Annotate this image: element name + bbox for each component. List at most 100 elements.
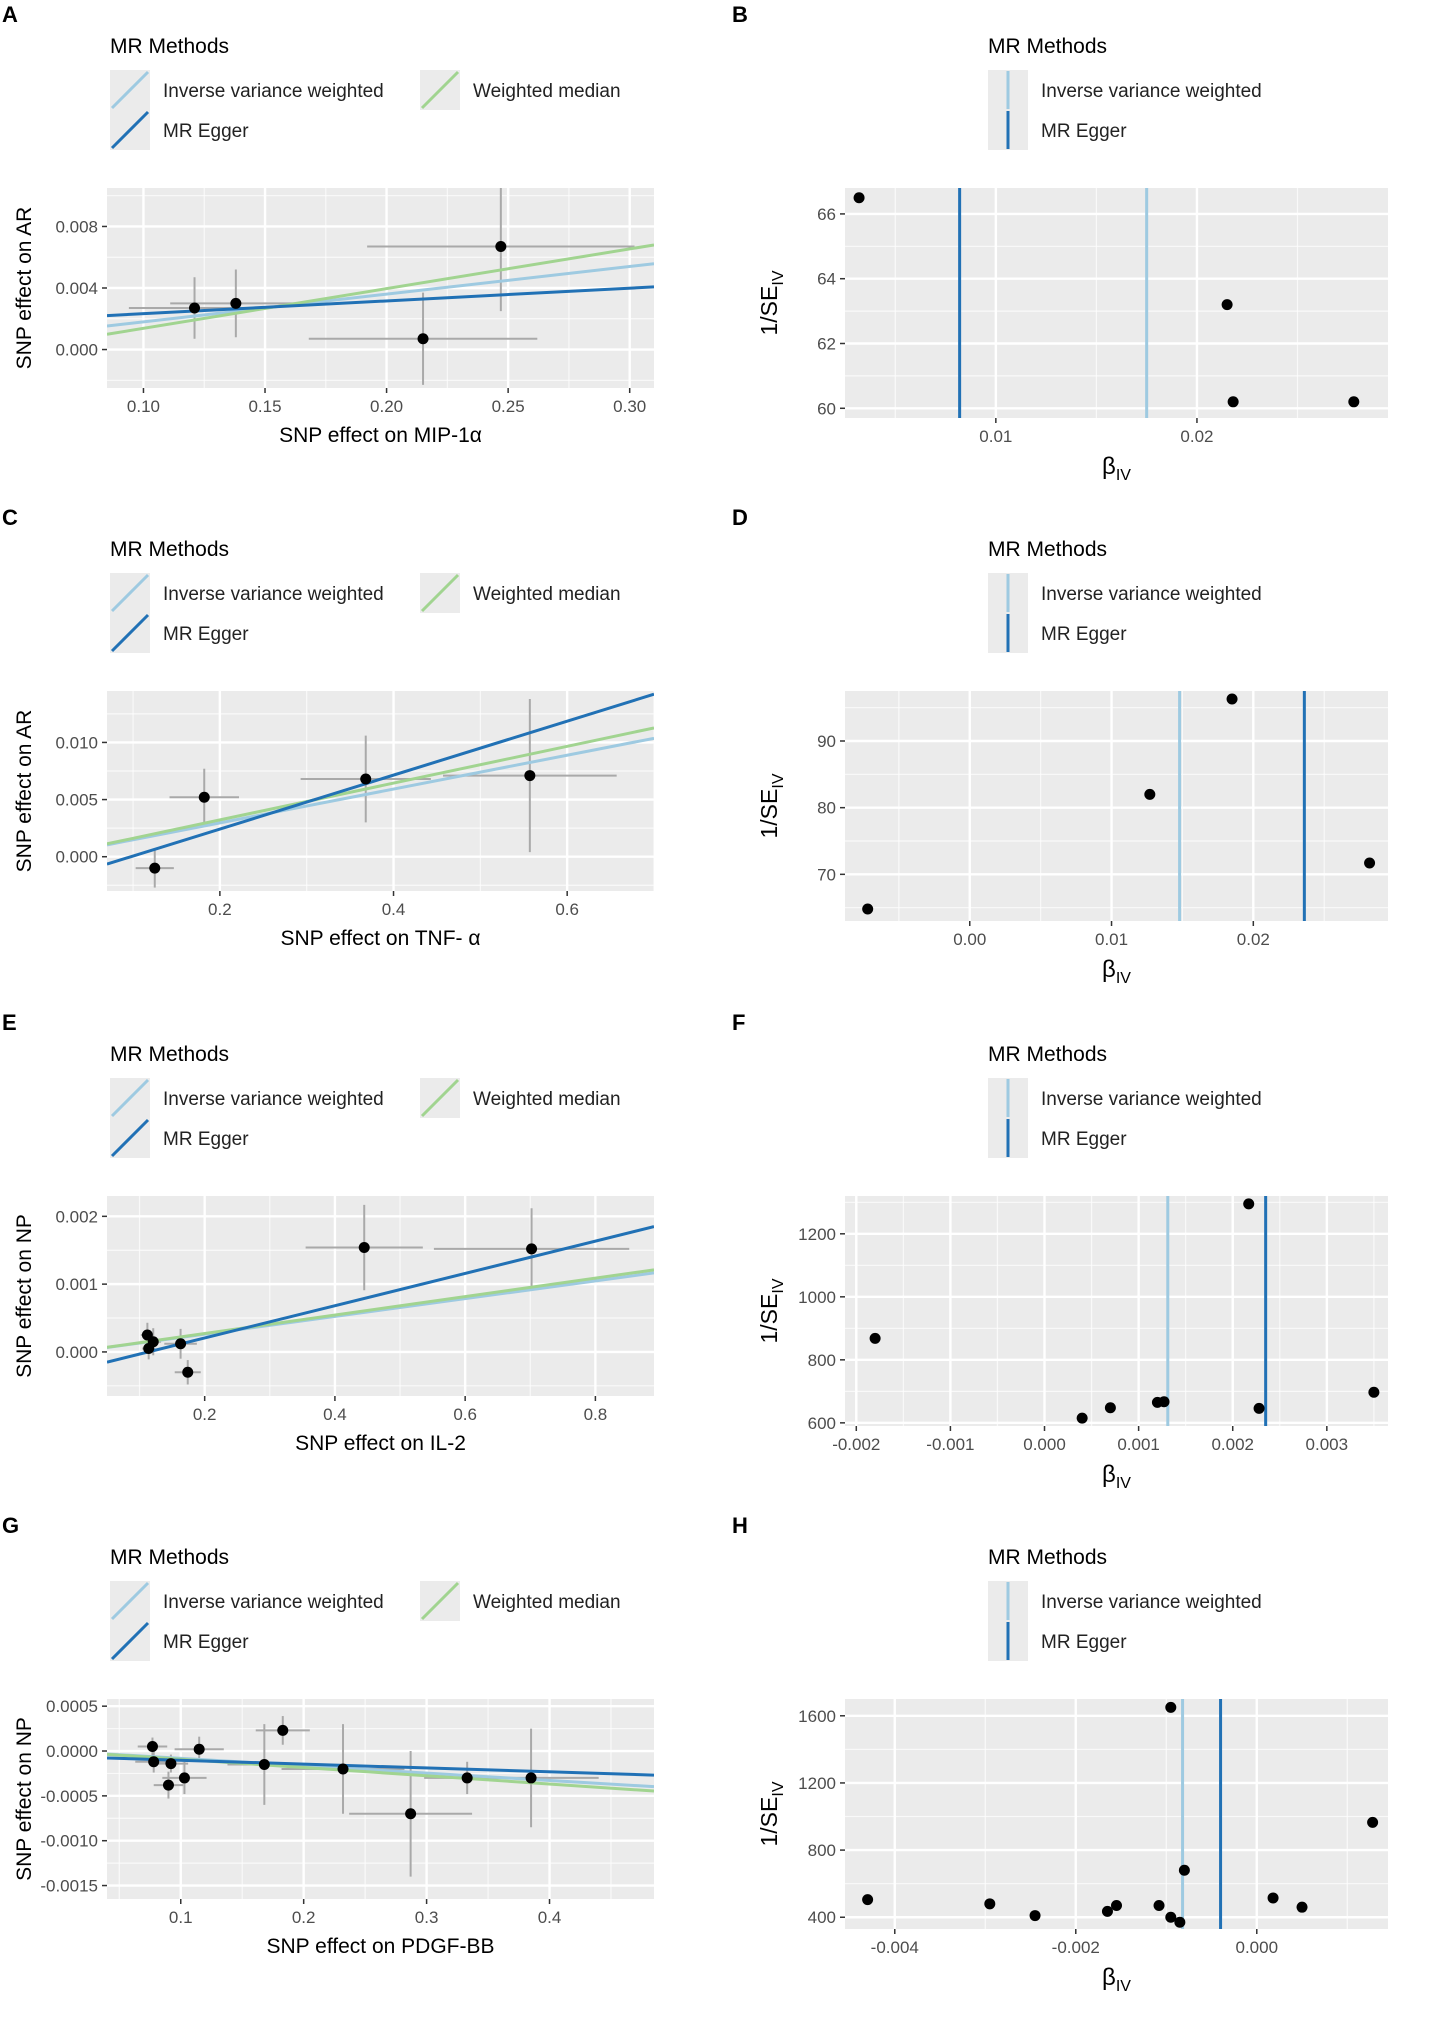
y-tick-label: 0.005 (55, 791, 98, 810)
panel-B: B MR Methods Inverse variance weighted MR E… (732, 2, 1388, 484)
legend-item-wmedian: Weighted median (420, 573, 621, 613)
axes: 0.00 0.01 0.02 70 80 90 (817, 732, 1270, 949)
data-point (1227, 396, 1239, 408)
legend-item-egger: MR Egger (110, 1621, 249, 1661)
legend-key-line (110, 1621, 150, 1661)
panel-H: H MR Methods Inverse variance weighted MR E… (732, 1513, 1388, 1995)
data-point (984, 1898, 996, 1910)
data-point (162, 1779, 174, 1791)
y-axis-title: SNP effect on NP (13, 1717, 36, 1881)
data-point (1368, 1386, 1380, 1398)
legend-item-wmedian: Weighted median (420, 70, 621, 110)
y-tick-label: -0.0015 (40, 1877, 98, 1896)
data-point (148, 1756, 160, 1768)
y-tick-label: 0.002 (55, 1207, 98, 1226)
data-point (524, 770, 536, 782)
legend-label: MR Egger (1041, 1632, 1127, 1653)
data-point (1144, 788, 1156, 800)
x-tick-label: -0.001 (926, 1435, 974, 1454)
gridlines (107, 1699, 654, 1899)
x-axis-title: βIV (1102, 956, 1131, 987)
data-point (1367, 1816, 1379, 1828)
data-point (862, 1894, 874, 1906)
data-point (178, 1772, 190, 1784)
x-tick-label: 0.25 (492, 397, 525, 416)
x-axis-title: βIV (1102, 1964, 1131, 1995)
panel-F: F MR Methods Inverse variance weighted MR E… (732, 1010, 1388, 1492)
x-tick-label: 0.6 (555, 900, 579, 919)
legend-item-ivw: Inverse variance weighted (988, 573, 1262, 613)
y-axis-title: 1/SEIV (756, 773, 787, 838)
data-point (417, 333, 429, 345)
x-tick-label: 0.4 (538, 1908, 562, 1927)
y-tick-label: 400 (808, 1908, 836, 1927)
y-axis-title-sub: IV (770, 1781, 787, 1796)
y-tick-label: 66 (817, 205, 836, 224)
plot-content (107, 188, 654, 385)
y-tick-label: 0.010 (55, 733, 98, 752)
y-axis-title: 1/SEIV (756, 1781, 787, 1846)
x-axis-title-main: β (1102, 453, 1116, 480)
legend-item-wmedian: Weighted median (420, 1581, 621, 1621)
gridlines (845, 691, 1388, 921)
x-tick-label: 0.4 (382, 900, 406, 919)
x-tick-label: 0.2 (292, 1908, 316, 1927)
data-point (1243, 1198, 1255, 1210)
axes: -0.004 -0.002 0.000 400 800 1200 1600 (798, 1707, 1278, 1957)
data-point (1104, 1402, 1116, 1414)
y-tick-label: 90 (817, 732, 836, 751)
y-tick-label: 62 (817, 334, 836, 353)
x-axis-title-sub: IV (1116, 970, 1131, 987)
gridlines (845, 1196, 1388, 1426)
plot-content (862, 1699, 1379, 1929)
legend-label: Inverse variance weighted (1041, 584, 1262, 605)
data-point (189, 302, 201, 314)
data-point (147, 1336, 159, 1348)
legend-item-egger: MR Egger (988, 110, 1127, 150)
x-axis-title: βIV (1102, 453, 1131, 484)
data-point (175, 1338, 187, 1350)
panel-D: D MR Methods Inverse variance weighted MR E… (732, 505, 1388, 987)
y-tick-label: 0.000 (55, 341, 98, 360)
legend-item-wmedian: Weighted median (420, 1078, 621, 1118)
panel-label: H (732, 1513, 748, 1538)
data-point (1111, 1899, 1122, 1911)
legend-title: MR Methods (110, 538, 229, 561)
legend-item-egger: MR Egger (988, 1118, 1127, 1158)
data-point (358, 1242, 370, 1254)
data-point (461, 1772, 473, 1784)
legend-item-egger: MR Egger (110, 110, 249, 150)
legend-item-ivw: Inverse variance weighted (988, 1581, 1262, 1621)
x-tick-label: 0.001 (1117, 1435, 1160, 1454)
legend-label: Weighted median (473, 1089, 621, 1110)
x-tick-label: -0.002 (832, 1435, 880, 1454)
panel-E: E MR Methods Inverse variance weighted Weig… (2, 1010, 654, 1455)
data-point (1267, 1892, 1279, 1904)
legend-item-ivw: Inverse variance weighted (110, 1078, 384, 1118)
axes: 0.1 0.2 0.3 0.4 0.0005 0.0000 -0.0005 -0.0010 -0… (40, 1697, 561, 1927)
legend-key-line (420, 573, 460, 613)
data-point (1153, 1899, 1165, 1911)
x-tick-label: 0.02 (1180, 427, 1213, 446)
panel-C: C MR Methods Inverse variance weighted Weig… (2, 505, 655, 950)
data-point (1178, 1864, 1190, 1876)
x-tick-label: 0.20 (370, 397, 403, 416)
y-axis-title-main: 1/SE (756, 789, 782, 839)
regression-line-wmedian (107, 243, 654, 336)
x-axis-title: SNP effect on MIP-1α (279, 424, 482, 447)
data-point (1364, 857, 1376, 869)
legend-key-line (110, 70, 150, 110)
legend-label: Inverse variance weighted (1041, 81, 1262, 102)
legend-key-line (110, 573, 150, 613)
legend-label: MR Egger (1041, 1129, 1127, 1150)
data-point (1158, 1396, 1170, 1408)
legend-key-line (110, 1581, 150, 1621)
y-axis-title-sub: IV (770, 1278, 787, 1293)
legend-label: Weighted median (473, 1592, 621, 1613)
legend-label: MR Egger (163, 121, 249, 142)
legend-item-egger: MR Egger (988, 1621, 1127, 1661)
legend-item-ivw: Inverse variance weighted (110, 70, 384, 110)
legend-item-ivw: Inverse variance weighted (110, 1581, 384, 1621)
